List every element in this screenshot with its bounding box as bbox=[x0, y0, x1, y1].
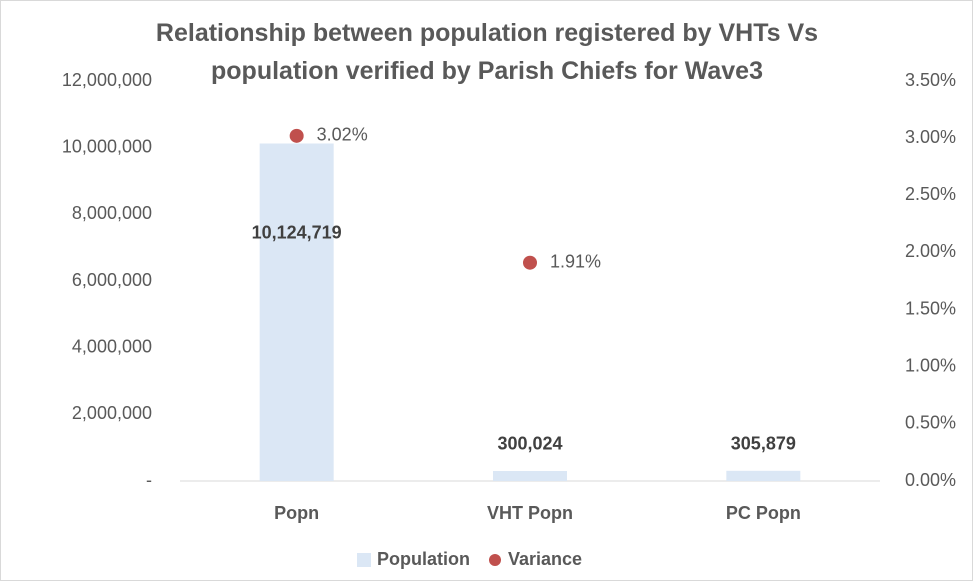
legend-marker bbox=[489, 554, 501, 566]
y-tick-label: - bbox=[146, 470, 152, 490]
y-tick-label: 8,000,000 bbox=[72, 203, 152, 223]
legend-label: Variance bbox=[508, 549, 582, 569]
bar bbox=[259, 143, 334, 481]
y2-tick-label: 0.00% bbox=[905, 470, 956, 490]
chart-title: Relationship between population register… bbox=[155, 19, 819, 85]
point bbox=[523, 255, 537, 270]
y2-tick-label: 3.00% bbox=[905, 127, 956, 147]
legend-label: Population bbox=[377, 549, 470, 569]
data-label: 1.91% bbox=[550, 251, 601, 271]
y-tick-label: 6,000,000 bbox=[72, 270, 152, 290]
data-label: 3.02% bbox=[317, 125, 368, 145]
x-tick-label: VHT Popn bbox=[487, 503, 573, 523]
y-tick-label: 12,000,000 bbox=[62, 70, 152, 90]
data-label: 305,879 bbox=[731, 434, 796, 454]
x-tick-label: Popn bbox=[274, 503, 319, 523]
y-tick-label: 4,000,000 bbox=[72, 336, 152, 356]
point bbox=[289, 128, 304, 143]
y2-tick-label: 2.50% bbox=[905, 184, 956, 204]
y2-tick-label: 3.50% bbox=[905, 70, 956, 90]
y2-tick-label: 1.50% bbox=[905, 298, 956, 318]
y-tick-label: 10,000,000 bbox=[62, 136, 152, 156]
y-tick-label: 2,000,000 bbox=[72, 403, 152, 423]
data-label: 10,124,719 bbox=[252, 222, 342, 242]
x-tick-label: PC Popn bbox=[726, 503, 801, 523]
bar bbox=[493, 470, 567, 481]
y2-tick-label: 0.50% bbox=[905, 413, 956, 433]
bar bbox=[726, 470, 801, 481]
data-label: 300,024 bbox=[497, 434, 562, 454]
legend-marker bbox=[357, 553, 371, 567]
y2-tick-label: 2.00% bbox=[905, 241, 956, 261]
y2-tick-label: 1.00% bbox=[905, 355, 956, 375]
